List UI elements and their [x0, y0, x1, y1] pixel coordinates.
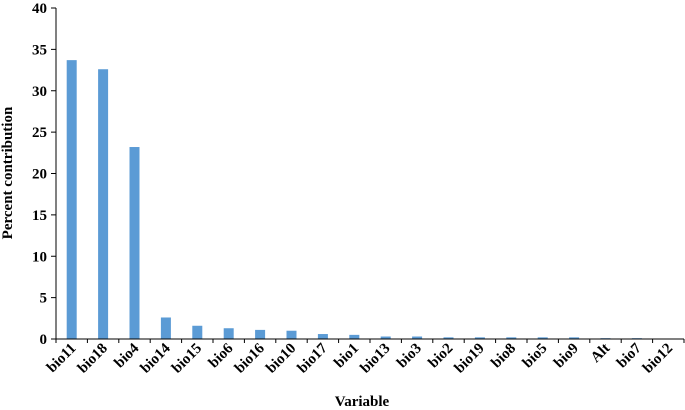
- x-tick-label-bio18: bio18: [75, 341, 111, 377]
- bar-bio5: [537, 337, 548, 339]
- bar-bio19: [474, 337, 485, 339]
- y-tick-label: 15: [32, 208, 47, 224]
- bar-bio13: [380, 336, 391, 339]
- bar-bio1: [349, 334, 360, 339]
- bar-bio4: [129, 147, 140, 339]
- x-tick-label-bio10: bio10: [263, 341, 299, 377]
- x-tick-label-bio17: bio17: [295, 340, 331, 376]
- x-tick-label-bio3: bio3: [394, 341, 425, 372]
- x-tick-label-bio5: bio5: [520, 341, 551, 372]
- x-tick-label-bio11: bio11: [44, 341, 79, 376]
- bar-bio6: [223, 328, 234, 339]
- y-tick-label: 10: [32, 249, 47, 265]
- x-tick-label-bio13: bio13: [357, 341, 393, 377]
- x-axis-title: Variable: [335, 394, 390, 410]
- bar-bio16: [255, 329, 266, 339]
- x-tick-label-alt: Alt: [588, 341, 613, 366]
- bar-bio8: [506, 337, 517, 339]
- bar-bio9: [569, 337, 580, 339]
- y-tick-label: 40: [32, 1, 47, 17]
- bar-bio11: [66, 60, 77, 339]
- x-tick-label-bio16: bio16: [232, 340, 268, 376]
- bar-bio14: [160, 317, 171, 339]
- x-tick-label-bio15: bio15: [169, 341, 205, 377]
- bar-bio15: [192, 325, 203, 339]
- bar-bio2: [443, 337, 454, 339]
- x-tick-label-bio14: bio14: [138, 340, 174, 376]
- bar-bio10: [286, 330, 297, 339]
- y-tick-label: 5: [40, 291, 48, 307]
- y-tick-label: 30: [32, 84, 47, 100]
- bar-bio18: [98, 69, 109, 340]
- x-tick-label-bio8: bio8: [488, 341, 519, 372]
- y-tick-label: 0: [40, 332, 48, 348]
- y-tick-label: 35: [32, 42, 47, 58]
- bar-bio3: [412, 336, 423, 339]
- x-tick-label-bio12: bio12: [640, 341, 676, 377]
- bars: [66, 60, 674, 340]
- y-axis-title: Percent contribution: [0, 106, 16, 239]
- x-tick-label-bio19: bio19: [452, 341, 488, 377]
- y-tick-label: 20: [32, 167, 47, 183]
- x-tick-label-bio9: bio9: [551, 341, 582, 372]
- y-tick-label: 25: [32, 125, 47, 141]
- y-axis-ticks: 0 5 10 15 20 25 30 35 40: [32, 1, 56, 348]
- bar-bio17: [317, 334, 328, 339]
